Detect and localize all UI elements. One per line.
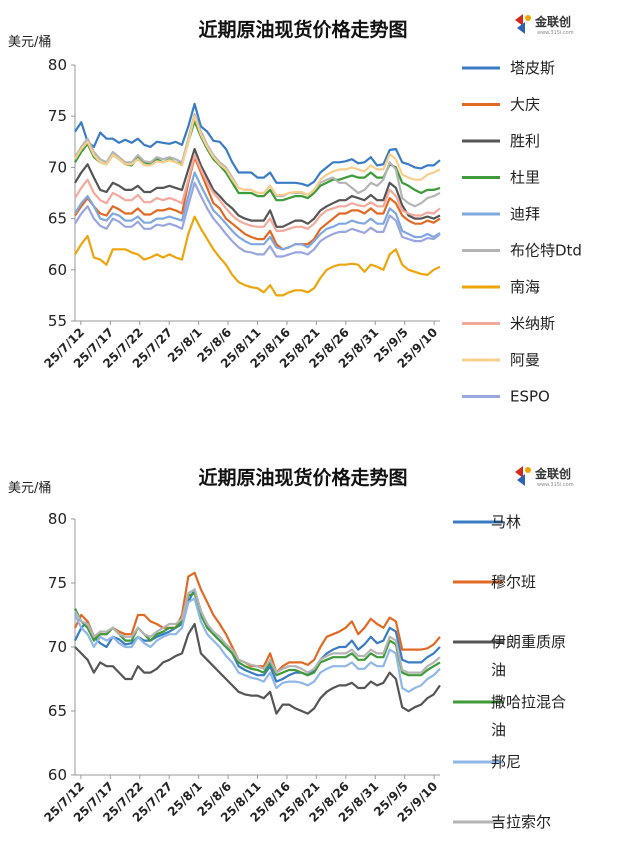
y-axis-unit: 美元/桶 — [8, 481, 51, 496]
series-line-2 — [74, 147, 441, 228]
y-tick-label: 80 — [48, 510, 67, 528]
legend-label-line: 油 — [491, 721, 506, 739]
series-line-0 — [74, 102, 441, 187]
legend-label-line: 伊朗重质原 — [491, 633, 566, 651]
logo-subtext: www.315i.com — [537, 482, 574, 488]
chart-title: 近期原油现货价格走势图 — [198, 18, 407, 41]
y-tick-label: 60 — [48, 766, 67, 784]
logo-mark-blue — [517, 474, 525, 486]
legend-label-2: 伊朗重质原油 — [491, 633, 566, 679]
series-line-6 — [74, 215, 441, 297]
legend-label-0: 马林 — [491, 513, 521, 531]
y-tick-label: 70 — [48, 638, 67, 656]
logo-text: 金联创 — [534, 14, 571, 29]
legend-label-9: ESPO — [510, 388, 550, 406]
logo-mark-yellow — [525, 467, 531, 473]
y-tick-label: 60 — [48, 261, 67, 279]
legend-label-4: 邦尼 — [491, 753, 521, 771]
series-line-4 — [74, 597, 441, 693]
logo-text: 金联创 — [534, 466, 571, 481]
y-tick-label: 75 — [48, 107, 67, 125]
series-line-1 — [74, 571, 441, 674]
y-tick-label: 55 — [48, 312, 67, 330]
legend-label-8: 阿曼 — [510, 351, 540, 369]
legend-label-1: 大庆 — [510, 96, 540, 114]
series-line-1 — [74, 156, 441, 251]
series-line-7 — [74, 154, 441, 232]
y-tick-label: 65 — [48, 210, 67, 228]
legend-label-1: 穆尔班 — [491, 573, 536, 591]
y-tick-label: 70 — [48, 158, 67, 176]
y-axis-unit: 美元/桶 — [8, 35, 51, 50]
series-line-5 — [74, 588, 441, 674]
y-tick-label: 80 — [48, 56, 67, 74]
logo-mark-red — [515, 466, 523, 478]
legend-label-3: 撒哈拉混合油 — [491, 693, 566, 739]
logo-mark-blue — [517, 22, 525, 34]
legend-label-line: 油 — [491, 661, 506, 679]
series-line-9 — [74, 181, 441, 258]
legend-label-2: 胜利 — [510, 132, 540, 150]
legend-label-0: 塔皮斯 — [510, 59, 555, 77]
legend-label-5: 吉拉索尔 — [491, 813, 551, 831]
series-line-8 — [74, 115, 441, 197]
legend-label-6: 南海 — [510, 278, 540, 296]
series-line-4 — [74, 171, 441, 251]
legend-label-4: 迪拜 — [510, 205, 540, 223]
legend-label-5: 布伦特Dtd — [510, 242, 582, 260]
series-line-0 — [74, 588, 441, 683]
y-tick-label: 65 — [48, 702, 67, 720]
legend-label-line: 撒哈拉混合 — [491, 693, 566, 711]
series-line-2 — [74, 622, 441, 715]
logo-subtext: www.315i.com — [537, 30, 574, 36]
logo-mark-red — [515, 14, 523, 26]
legend-label-7: 米纳斯 — [510, 315, 555, 333]
legend-label-3: 杜里 — [510, 169, 540, 187]
y-tick-label: 75 — [48, 574, 67, 592]
chart-title: 近期原油现货价格走势图 — [198, 466, 407, 489]
logo-mark-yellow — [525, 15, 531, 21]
